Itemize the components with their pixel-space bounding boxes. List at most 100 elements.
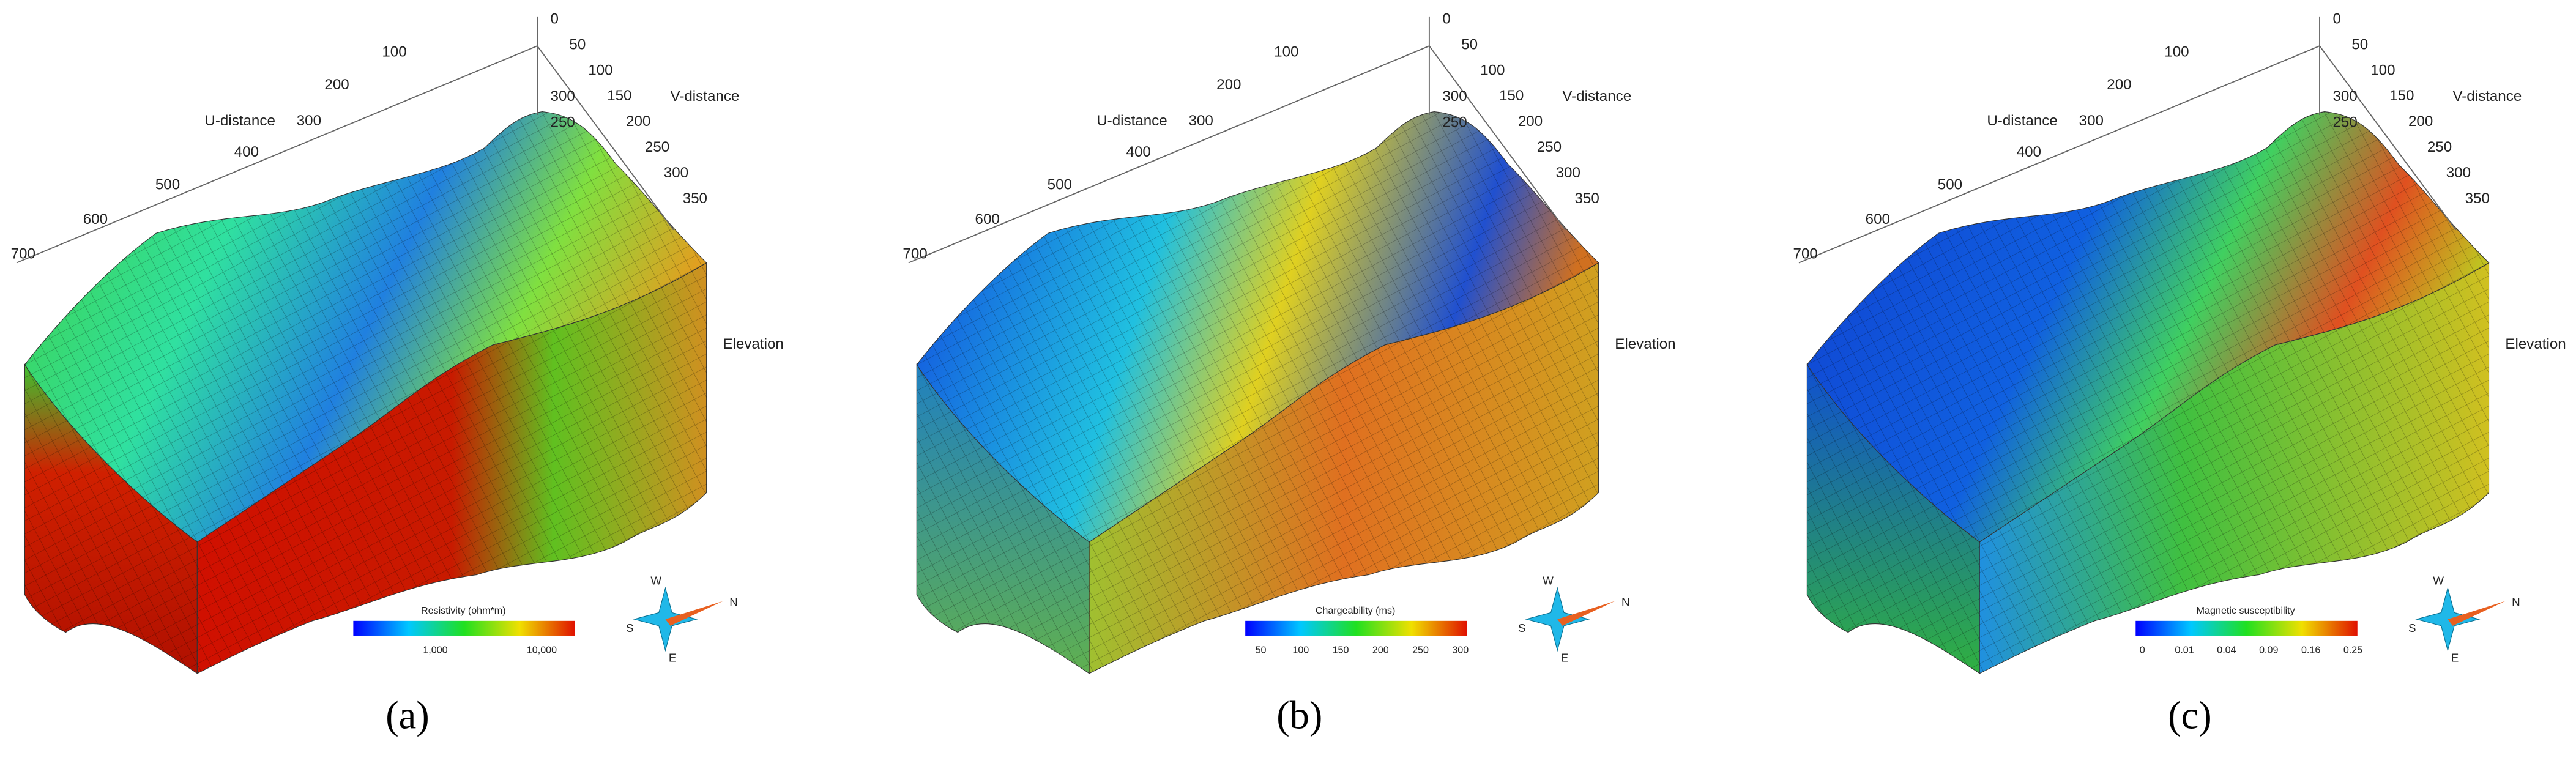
axis-line [537, 45, 674, 231]
v-tick-label: 200 [2408, 113, 2433, 130]
block-mesh [1807, 111, 2489, 542]
v-axis-title: V-distance [1562, 88, 1631, 105]
compass-w: W [1543, 574, 1554, 587]
axis-line [1798, 45, 2320, 264]
block-mesh [24, 365, 198, 674]
compass-s: S [2408, 622, 2416, 634]
u-tick-label: 500 [1048, 177, 1072, 193]
v-tick-label: 300 [2446, 165, 2471, 181]
u-tick-label: 500 [1938, 177, 1962, 193]
u-tick-label: 400 [1126, 144, 1151, 160]
compass-e: E [1561, 652, 1569, 664]
v-tick-label: 50 [1461, 36, 1478, 53]
colorbar-tick-label: 0.16 [2301, 644, 2320, 655]
colorbar-tick-label: 1,000 [423, 644, 447, 655]
colorbar-tick-label: 0 [2140, 644, 2145, 655]
colorbar-tick-label: 150 [1333, 644, 1349, 655]
colorbar-tick-label: 10,000 [527, 644, 557, 655]
colorbar-title: Magnetic susceptibility [2197, 605, 2296, 616]
v-tick-label: 300 [1556, 165, 1580, 181]
compass-n: N [1621, 595, 1630, 608]
colorbar-tick-label: 100 [1292, 644, 1309, 655]
compass-s: S [1518, 622, 1526, 634]
u-tick-label: 100 [2164, 43, 2189, 60]
panel: 100200300400500600700U-distance050100150… [11, 11, 784, 737]
elevation-tick-label: 250 [2332, 114, 2357, 131]
block-mesh [917, 111, 1599, 542]
colorbar-tick-label: 0.09 [2259, 644, 2278, 655]
u-tick-label: 100 [382, 43, 406, 60]
u-axis-title: U-distance [1096, 113, 1167, 129]
v-tick-label: 0 [551, 11, 559, 28]
u-tick-label: 200 [2107, 76, 2131, 93]
u-tick-label: 400 [234, 144, 259, 160]
block-mesh [1807, 365, 1980, 674]
u-tick-label: 300 [2079, 113, 2104, 129]
v-tick-label: 200 [1518, 113, 1543, 130]
axis-line [16, 45, 538, 264]
compass-s: S [626, 622, 634, 634]
v-tick-label: 350 [1574, 190, 1599, 207]
compass-e: E [2451, 652, 2459, 664]
colorbar-tick-label: 200 [1372, 644, 1389, 655]
v-tick-label: 350 [2465, 190, 2490, 207]
u-tick-label: 300 [1189, 113, 1213, 129]
u-axis-title: U-distance [204, 113, 275, 129]
v-tick-label: 300 [664, 165, 688, 181]
u-tick-label: 400 [2017, 144, 2041, 160]
block-mesh [1089, 262, 1599, 674]
u-tick-label: 700 [1793, 246, 1818, 262]
axis-line [908, 45, 1430, 264]
u-tick-label: 200 [324, 76, 349, 93]
v-tick-label: 150 [607, 87, 631, 104]
u-tick-label: 500 [155, 177, 180, 193]
panel-label: (a) [385, 694, 430, 737]
v-axis-title: V-distance [2452, 88, 2522, 105]
panel: 100200300400500600700U-distance050100150… [1793, 11, 2566, 737]
v-tick-label: 0 [1442, 11, 1450, 28]
compass-w: W [650, 574, 661, 587]
colorbar-title: Chargeability (ms) [1316, 605, 1396, 616]
u-tick-label: 600 [975, 211, 1000, 228]
v-tick-label: 100 [1480, 62, 1505, 78]
v-tick-label: 150 [1499, 87, 1524, 104]
u-tick-label: 700 [11, 246, 35, 262]
v-tick-label: 150 [2389, 87, 2414, 104]
u-axis-title: U-distance [1987, 113, 2057, 129]
elevation-label: Elevation [2505, 336, 2566, 352]
elevation-label: Elevation [1615, 336, 1675, 352]
compass-needle [665, 601, 723, 626]
elevation-tick-label: 300 [1442, 88, 1467, 105]
panel-label: (b) [1276, 694, 1322, 737]
colorbar [2135, 620, 2358, 636]
elevation-label: Elevation [723, 336, 783, 352]
colorbar-tick-label: 0.04 [2217, 644, 2236, 655]
colorbar-tick-label: 0.25 [2343, 644, 2362, 655]
elevation-tick-label: 300 [551, 88, 575, 105]
v-tick-label: 250 [645, 139, 669, 155]
block-mesh [917, 365, 1090, 674]
colorbar [1245, 620, 1467, 636]
colorbar-tick-label: 300 [1452, 644, 1469, 655]
compass-e: E [669, 652, 677, 664]
axis-line [1429, 45, 1566, 231]
u-tick-label: 100 [1274, 43, 1298, 60]
panel: 100200300400500600700U-distance050100150… [903, 11, 1675, 737]
colorbar-tick-label: 250 [1412, 644, 1429, 655]
v-tick-label: 0 [2332, 11, 2340, 28]
compass-w: W [2433, 574, 2444, 587]
u-tick-label: 600 [1866, 211, 1890, 228]
block-mesh [24, 111, 707, 542]
elevation-tick-label: 250 [1442, 114, 1467, 131]
elevation-tick-label: 300 [2332, 88, 2357, 105]
panel-label: (c) [2168, 694, 2212, 737]
v-axis-title: V-distance [671, 88, 740, 105]
axis-line [2319, 45, 2457, 231]
colorbar-tick-label: 50 [1256, 644, 1267, 655]
elevation-tick-label: 250 [551, 114, 575, 131]
u-tick-label: 300 [297, 113, 321, 129]
block-mesh [197, 262, 707, 674]
u-tick-label: 700 [903, 246, 927, 262]
